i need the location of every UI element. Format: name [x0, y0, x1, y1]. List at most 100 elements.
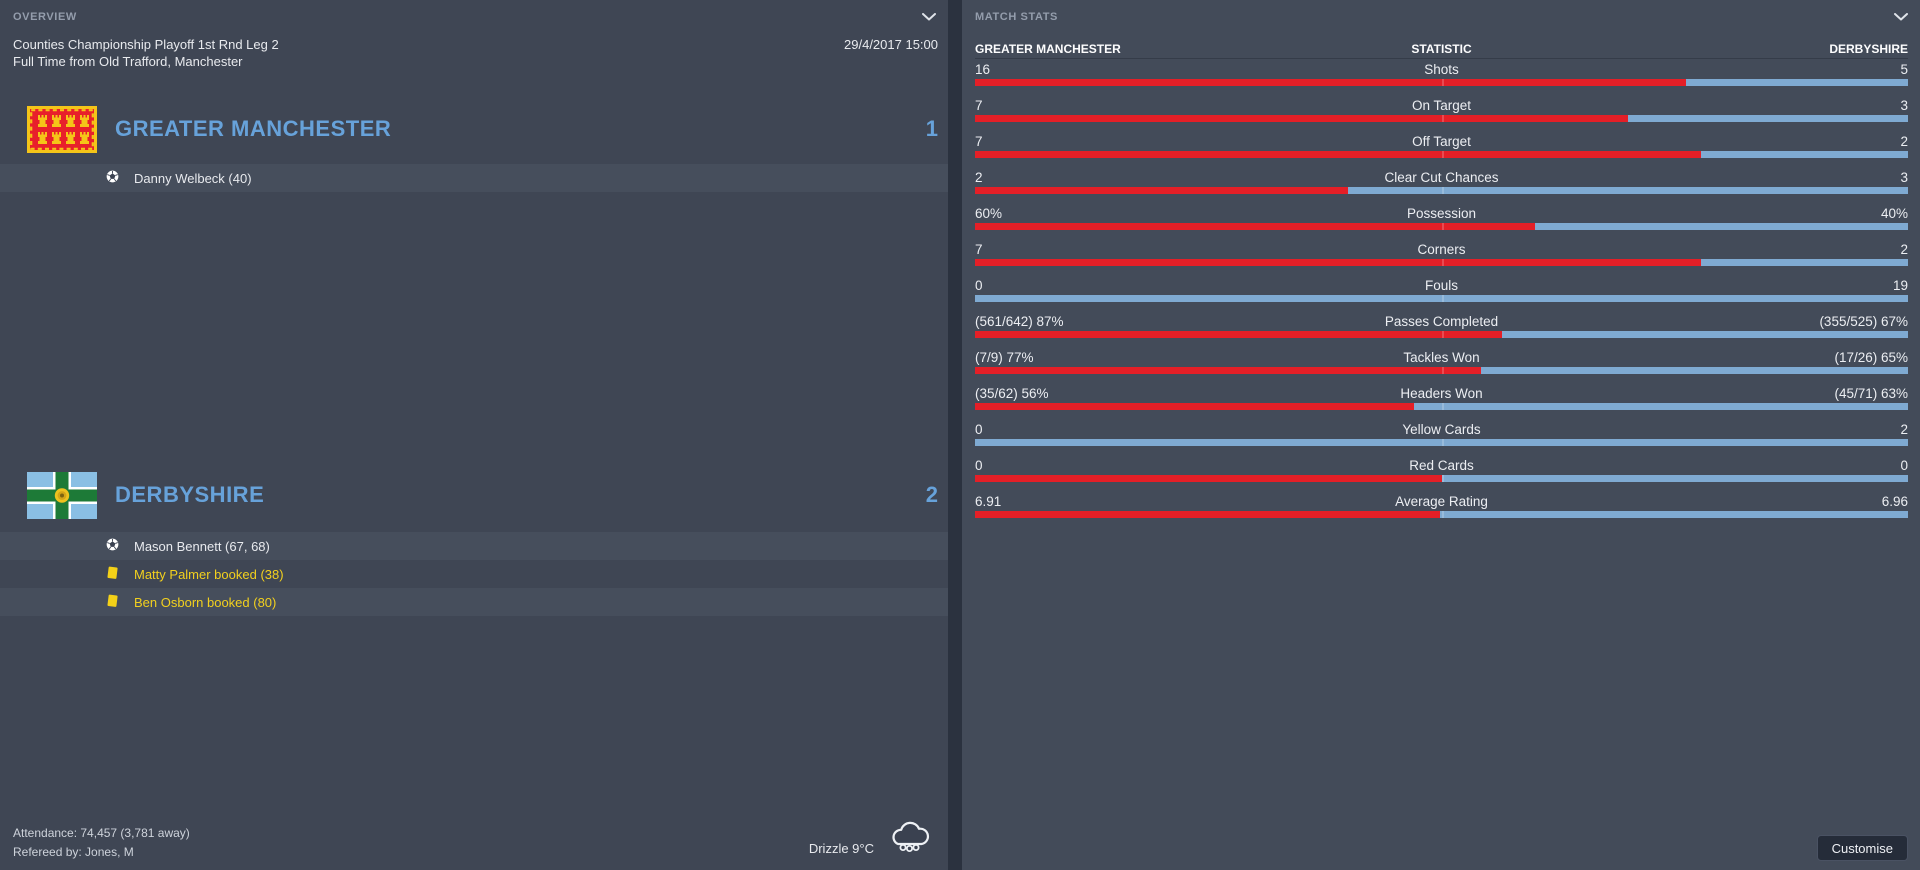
stat-home-value: (7/9) 77%	[975, 349, 1034, 365]
stat-comparison-bar	[975, 151, 1908, 158]
stat-bar-center-tick	[1441, 187, 1444, 194]
away-team-badge[interactable]	[27, 472, 97, 519]
stat-row: 7 On Target 3	[975, 95, 1908, 131]
weather-text: Drizzle 9°C	[808, 841, 874, 856]
match-event-row: Matty Palmer booked (38)	[0, 560, 948, 588]
match-datetime: 29/4/2017 15:00	[844, 37, 938, 52]
stat-home-value: (35/62) 56%	[975, 385, 1049, 401]
overview-section-title: OVERVIEW	[13, 11, 77, 23]
stat-away-value: 2	[1900, 133, 1908, 149]
overview-collapse-chevron-icon[interactable]	[922, 13, 936, 21]
stat-label: Off Target	[1412, 133, 1471, 149]
stat-away-value: (17/26) 65%	[1834, 349, 1908, 365]
stat-label: Headers Won	[1400, 385, 1483, 401]
stat-bar-center-tick	[1441, 79, 1444, 86]
match-stats-panel: MATCH STATS GREATER MANCHESTER STATISTIC…	[962, 0, 1920, 870]
stat-home-value: 7	[975, 97, 983, 113]
stat-bar-center-tick	[1441, 475, 1444, 482]
stat-row: 0 Red Cards 0	[975, 455, 1908, 491]
stat-comparison-bar	[975, 115, 1908, 122]
stat-row: 16 Shots 5	[975, 59, 1908, 95]
referee-text: Refereed by: Jones, M	[13, 845, 134, 859]
overview-section-head: OVERVIEW	[13, 8, 936, 26]
stat-bar-center-tick	[1441, 223, 1444, 230]
away-team-score: 2	[925, 482, 938, 507]
match-stats-section-head: MATCH STATS	[975, 8, 1908, 26]
stat-comparison-bar	[975, 223, 1908, 230]
stat-bar-home-segment	[975, 259, 1701, 266]
stat-label: Average Rating	[1395, 493, 1488, 509]
match-status: Full Time from Old Trafford, Manchester	[13, 54, 243, 69]
stat-label: Tackles Won	[1403, 349, 1480, 365]
stat-row: (35/62) 56% Headers Won (45/71) 63%	[975, 383, 1908, 419]
weather-block: Drizzle 9°C	[809, 819, 932, 860]
stat-home-value: 16	[975, 61, 991, 77]
stat-away-value: 0	[1900, 457, 1908, 473]
stat-row: (561/642) 87% Passes Completed (355/525)…	[975, 311, 1908, 347]
home-team-row: GREATER MANCHESTER 1	[0, 100, 948, 158]
stat-bar-home-segment	[975, 223, 1535, 230]
home-team-name[interactable]: GREATER MANCHESTER	[115, 116, 392, 141]
match-event-row: Mason Bennett (67, 68)	[0, 532, 948, 560]
stat-bar-home-segment	[975, 79, 1686, 86]
stat-home-value: 0	[975, 457, 983, 473]
event-player-text[interactable]: Mason Bennett (67, 68)	[134, 538, 270, 554]
stat-label: Fouls	[1424, 277, 1458, 293]
stat-home-value: 7	[975, 133, 983, 149]
stats-header-statistic: STATISTIC	[1411, 42, 1472, 56]
stat-bar-home-segment	[975, 403, 1415, 410]
away-team-name[interactable]: DERBYSHIRE	[115, 482, 265, 507]
home-events-list: Danny Welbeck (40)	[0, 164, 948, 192]
stats-table-header: GREATER MANCHESTER STATISTIC DERBYSHIRE	[975, 40, 1908, 59]
stat-away-value: 3	[1900, 97, 1908, 113]
overview-panel: OVERVIEW Counties Championship Playoff 1…	[0, 0, 948, 870]
event-player-text[interactable]: Danny Welbeck (40)	[134, 170, 252, 186]
stat-away-value: (45/71) 63%	[1834, 385, 1908, 401]
yellow-card-icon	[106, 594, 119, 611]
stat-home-value: 60%	[975, 205, 1003, 221]
stat-home-value: 7	[975, 241, 983, 257]
event-player-text[interactable]: Matty Palmer booked (38)	[134, 566, 284, 582]
match-stats-rows: 16 Shots 5 7 On Target 3 7 Off Target 2	[975, 59, 1908, 527]
stat-row: 6.91 Average Rating 6.96	[975, 491, 1908, 527]
match-stats-section-title: MATCH STATS	[975, 11, 1058, 23]
stat-row: 0 Yellow Cards 2	[975, 419, 1908, 455]
match-stats-collapse-chevron-icon[interactable]	[1894, 13, 1908, 21]
stat-label: Shots	[1424, 61, 1459, 77]
stat-label: Passes Completed	[1384, 313, 1499, 329]
stat-bar-center-tick	[1441, 439, 1444, 446]
stat-bar-home-segment	[975, 475, 1442, 482]
match-meta: Counties Championship Playoff 1st Rnd Le…	[13, 36, 938, 70]
stat-row: 7 Corners 2	[975, 239, 1908, 275]
stat-comparison-bar	[975, 475, 1908, 482]
stat-label: On Target	[1411, 97, 1472, 113]
goal-ball-icon	[106, 538, 119, 554]
match-event-row: Danny Welbeck (40)	[0, 164, 948, 192]
stat-away-value: 19	[1892, 277, 1908, 293]
away-events-list: Mason Bennett (67, 68) Matty Palmer book…	[0, 532, 948, 616]
stats-header-away-team: DERBYSHIRE	[1829, 42, 1908, 56]
stat-bar-center-tick	[1441, 115, 1444, 122]
customise-button[interactable]: Customise	[1816, 835, 1908, 861]
yellow-card-icon	[106, 566, 119, 583]
stat-bar-center-tick	[1441, 259, 1444, 266]
stat-away-value: 3	[1900, 169, 1908, 185]
stat-row: (7/9) 77% Tackles Won (17/26) 65%	[975, 347, 1908, 383]
stat-away-value: 5	[1900, 61, 1908, 77]
stat-row: 2 Clear Cut Chances 3	[975, 167, 1908, 203]
stat-label: Yellow Cards	[1402, 421, 1481, 437]
stat-label: Red Cards	[1409, 457, 1474, 473]
stat-away-value: (355/525) 67%	[1819, 313, 1908, 329]
stat-comparison-bar	[975, 439, 1908, 446]
home-team-badge[interactable]	[27, 106, 97, 153]
event-player-text[interactable]: Ben Osborn booked (80)	[134, 594, 277, 610]
stat-comparison-bar	[975, 259, 1908, 266]
stat-bar-home-segment	[975, 511, 1440, 518]
stat-bar-home-segment	[975, 151, 1701, 158]
attendance-text: Attendance: 74,457 (3,781 away)	[13, 826, 190, 840]
stat-bar-home-segment	[975, 115, 1629, 122]
stat-label: Clear Cut Chances	[1384, 169, 1499, 185]
stat-away-value: 40%	[1880, 205, 1908, 221]
stat-bar-home-segment	[975, 331, 1503, 338]
stat-bar-center-tick	[1441, 151, 1444, 158]
